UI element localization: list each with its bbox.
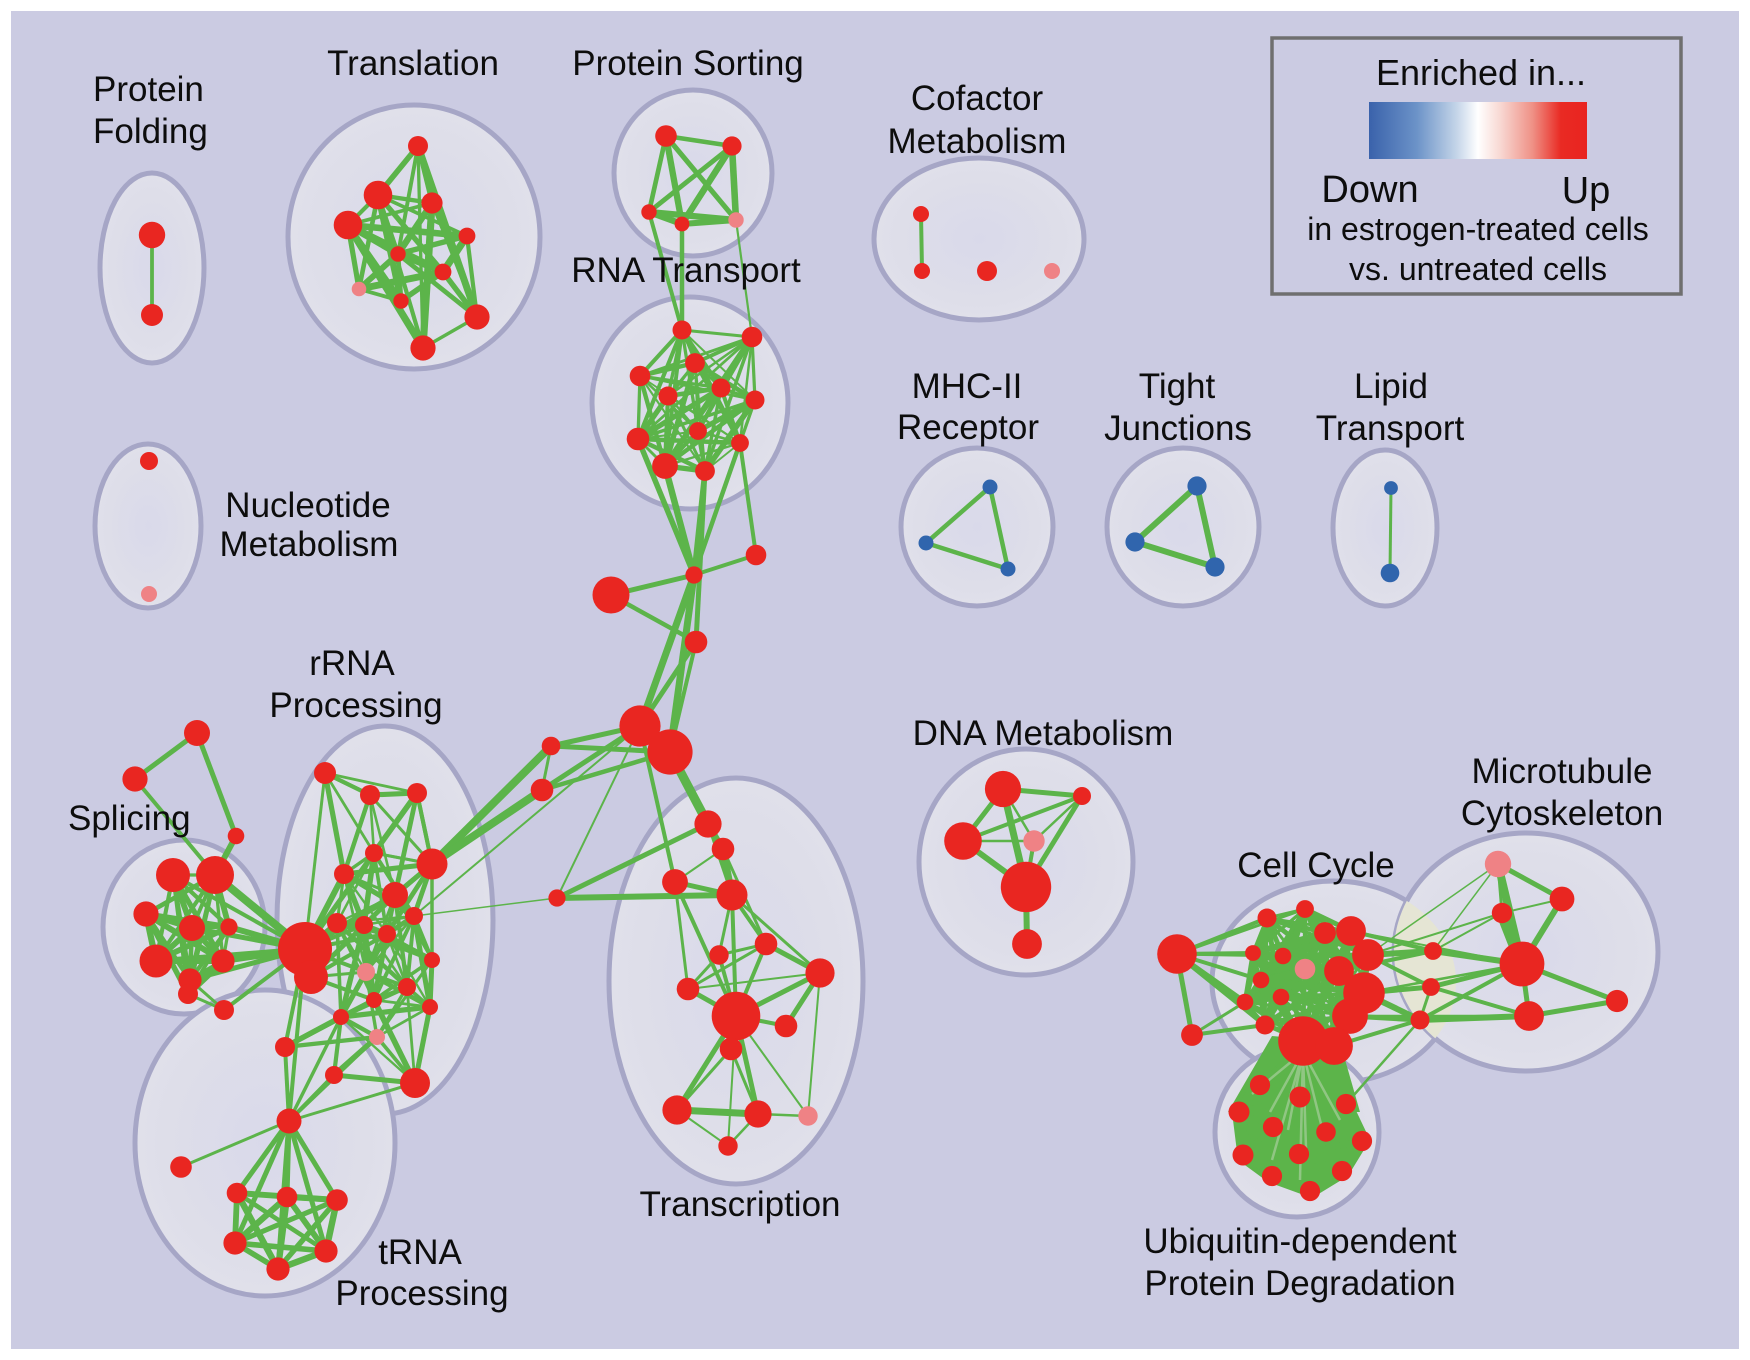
svg-text:Up: Up bbox=[1562, 170, 1611, 212]
svg-text:rRNA: rRNA bbox=[309, 644, 395, 683]
svg-text:Protein Sorting: Protein Sorting bbox=[572, 44, 804, 83]
svg-text:Metabolism: Metabolism bbox=[220, 525, 399, 564]
svg-text:Processing: Processing bbox=[269, 686, 442, 725]
svg-text:tRNA: tRNA bbox=[378, 1233, 462, 1272]
svg-text:Metabolism: Metabolism bbox=[888, 122, 1067, 161]
svg-text:Cytoskeleton: Cytoskeleton bbox=[1461, 794, 1663, 833]
svg-text:Protein: Protein bbox=[93, 70, 204, 109]
svg-text:Down: Down bbox=[1321, 169, 1418, 211]
svg-text:Receptor: Receptor bbox=[897, 408, 1039, 447]
svg-text:Lipid: Lipid bbox=[1354, 367, 1428, 406]
svg-text:Translation: Translation bbox=[327, 44, 499, 83]
svg-text:Ubiquitin-dependent: Ubiquitin-dependent bbox=[1143, 1222, 1457, 1261]
svg-text:Transport: Transport bbox=[1316, 409, 1465, 448]
svg-text:RNA Transport: RNA Transport bbox=[571, 251, 801, 290]
svg-text:in estrogen-treated cells: in estrogen-treated cells bbox=[1307, 211, 1649, 247]
svg-text:DNA Metabolism: DNA Metabolism bbox=[913, 714, 1174, 753]
svg-text:Microtubule: Microtubule bbox=[1472, 752, 1653, 791]
svg-text:Processing: Processing bbox=[335, 1274, 508, 1313]
svg-text:Splicing: Splicing bbox=[68, 799, 191, 838]
svg-text:vs. untreated cells: vs. untreated cells bbox=[1349, 251, 1607, 287]
svg-text:Cofactor: Cofactor bbox=[911, 79, 1044, 118]
svg-text:Transcription: Transcription bbox=[640, 1185, 841, 1224]
svg-text:Folding: Folding bbox=[93, 112, 208, 151]
svg-text:Enriched in...: Enriched in... bbox=[1376, 52, 1586, 93]
svg-text:Protein Degradation: Protein Degradation bbox=[1144, 1264, 1455, 1303]
svg-text:Nucleotide: Nucleotide bbox=[225, 486, 390, 525]
svg-text:Cell Cycle: Cell Cycle bbox=[1237, 846, 1395, 885]
svg-text:MHC-II: MHC-II bbox=[912, 367, 1023, 406]
svg-text:Junctions: Junctions bbox=[1104, 409, 1252, 448]
svg-text:Tight: Tight bbox=[1139, 367, 1216, 406]
